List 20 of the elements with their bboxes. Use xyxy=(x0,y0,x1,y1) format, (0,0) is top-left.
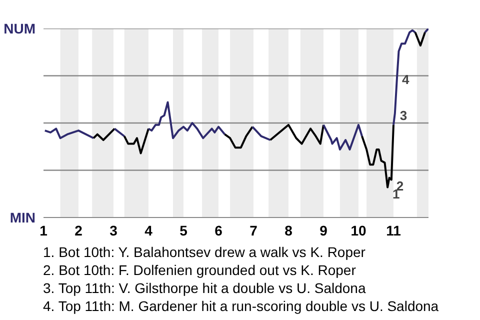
text: 2. Bot 10th: F. Dolfenien grounded out vs K. Roper xyxy=(43,261,357,279)
x-tick-label: 4 xyxy=(144,222,153,238)
x-tick-label: 8 xyxy=(284,222,293,238)
x-tick-label: 1 xyxy=(40,222,48,238)
x-tick-label: 5 xyxy=(180,222,188,238)
x-tick-label: 7 xyxy=(250,222,258,238)
text: 3. Top 11th: V. Gilsthorpe hit a double vs U. Saldona xyxy=(43,279,367,297)
x-tick-label: 9 xyxy=(320,222,328,238)
annotation: 2 xyxy=(396,178,404,194)
x-tick-label: 2 xyxy=(74,222,83,238)
text: 1. Bot 10th: Y. Balahontsev drew a walk vs K. Roper xyxy=(43,243,366,261)
annotation: 4 xyxy=(402,72,410,88)
x-tick-label: 10 xyxy=(350,222,366,238)
text: NUM xyxy=(4,20,36,36)
text: MIN xyxy=(10,210,36,226)
x-tick-label: 11 xyxy=(386,222,402,238)
x-tick-label: 6 xyxy=(214,222,223,238)
x-tick-label: 3 xyxy=(110,222,118,238)
text: 4. Top 11th: M. Gardener hit a run-scoring double vs U. Saldona xyxy=(43,297,439,315)
annotation: 3 xyxy=(400,108,408,124)
